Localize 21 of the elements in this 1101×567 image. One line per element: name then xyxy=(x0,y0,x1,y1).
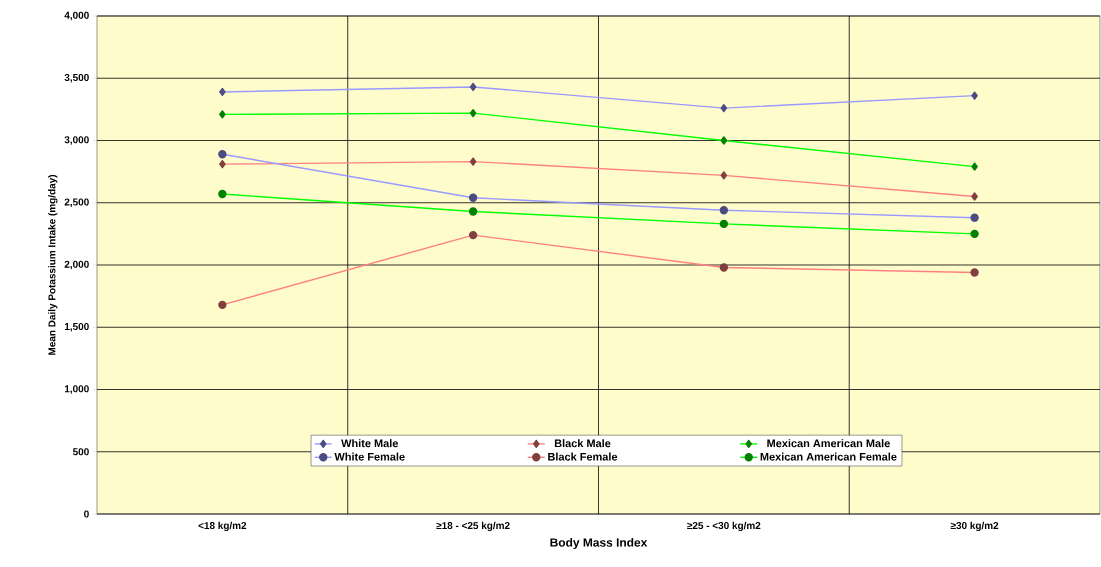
y-tick-label: 0 xyxy=(84,510,89,518)
x-tick-label: <18 kg/m2 xyxy=(198,521,247,532)
legend-label: White Male xyxy=(341,439,398,448)
y-tick-label: 2,500 xyxy=(64,198,89,207)
y-tick-label: 500 xyxy=(72,448,89,456)
legend-label: White Female xyxy=(334,452,405,461)
legend-label: Black Male xyxy=(554,439,611,448)
y-tick-label: 2,000 xyxy=(64,260,89,270)
legend-label: Mexican American Female xyxy=(760,452,897,461)
x-tick-label: ≥25 - <30 kg/m2 xyxy=(687,521,761,532)
y-tick-label: 3,000 xyxy=(64,136,89,145)
x-axis-title: Body Mass Index xyxy=(550,537,648,550)
legend-label: Mexican American Male xyxy=(767,439,890,448)
y-tick-label: 3,500 xyxy=(64,74,89,83)
y-tick-label: 1,500 xyxy=(64,323,89,332)
y-axis-title: Mean Daily Potassium Intake (mg/day) xyxy=(48,174,58,355)
x-tick-label: ≥18 - <25 kg/m2 xyxy=(436,521,510,532)
y-tick-label: 1,000 xyxy=(64,385,89,394)
y-tick-label: 4,000 xyxy=(64,11,89,21)
x-tick-label: ≥30 kg/m2 xyxy=(950,521,999,532)
legend-label: Black Female xyxy=(548,452,618,461)
